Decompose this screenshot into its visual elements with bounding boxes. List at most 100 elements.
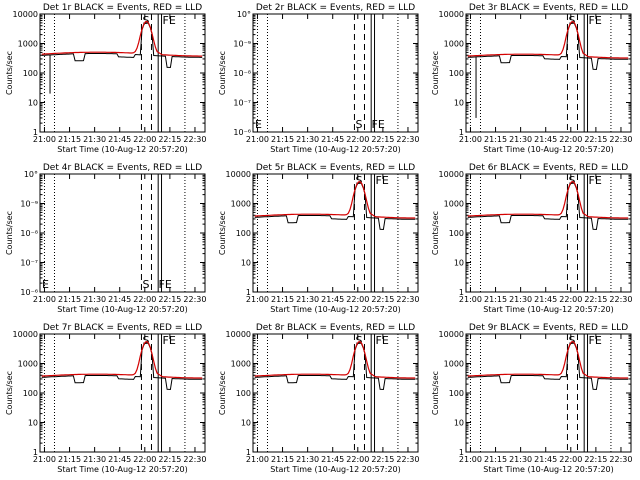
x-tick-label: 21:45 xyxy=(534,295,557,304)
y-tick-label: 100 xyxy=(23,69,38,78)
x-tick-label: 21:45 xyxy=(534,455,557,464)
y-tick-label: 10000 xyxy=(439,330,464,339)
y-tick-label: 1000 xyxy=(444,360,464,369)
x-tick-label: 21:45 xyxy=(321,455,344,464)
marker-label-fe: FE xyxy=(163,14,176,27)
panel-title: Det 9r BLACK = Events, RED = LLD xyxy=(469,323,628,333)
y-tick-label: 100 xyxy=(236,229,251,238)
x-axis-label: Start Time (10-Aug-12 20:57:20) xyxy=(270,145,401,154)
y-axis-label: Counts/sec xyxy=(431,371,440,415)
y-tick-label: 1 xyxy=(459,288,464,297)
y-axis-label: Counts/sec xyxy=(5,211,14,255)
panel-title: Det 4r BLACK = Events, RED = LLD xyxy=(43,163,202,173)
y-tick-label: 10° xyxy=(24,170,38,179)
lld-curve xyxy=(41,20,203,57)
lld-curve xyxy=(467,340,629,379)
y-tick-label: 10 xyxy=(454,99,464,108)
marker-label-s: S xyxy=(142,14,149,27)
x-tick-label: 22:15 xyxy=(584,455,607,464)
x-tick-label: 21:30 xyxy=(509,135,532,144)
lld-curve xyxy=(467,20,629,59)
y-tick-label: 10000 xyxy=(226,330,251,339)
y-tick-label: 10⁻⁷ xyxy=(20,259,38,268)
y-tick-label: 1000 xyxy=(18,40,38,49)
y-tick-label: 10000 xyxy=(13,10,38,19)
marker-label-s: S xyxy=(568,334,575,347)
x-tick-label: 21:00 xyxy=(246,295,269,304)
x-tick-label: 21:00 xyxy=(246,455,269,464)
y-tick-label: 1000 xyxy=(444,200,464,209)
x-axis-label: Start Time (10-Aug-12 20:57:20) xyxy=(57,305,188,314)
marker-label-fe: FE xyxy=(159,278,172,291)
x-tick-label: 22:00 xyxy=(133,135,156,144)
x-tick-label: 22:30 xyxy=(396,455,419,464)
events-curve xyxy=(254,341,416,391)
lld-curve xyxy=(467,180,629,219)
y-axis-label: Counts/sec xyxy=(431,51,440,95)
x-tick-label: 21:15 xyxy=(58,295,81,304)
y-tick-label: 10⁻⁹ xyxy=(233,40,251,49)
marker-label-fe: FE xyxy=(589,334,602,347)
x-tick-label: 22:00 xyxy=(133,295,156,304)
events-curve xyxy=(467,21,629,71)
y-tick-label: 1000 xyxy=(231,360,251,369)
y-tick-label: 1 xyxy=(246,448,251,457)
plot-frame xyxy=(252,13,419,133)
y-axis-label: Counts/sec xyxy=(218,211,227,255)
plot-frame xyxy=(252,333,419,453)
x-tick-label: 21:30 xyxy=(83,455,106,464)
x-tick-label: 21:45 xyxy=(108,455,131,464)
marker-label-fe: FE xyxy=(589,14,602,27)
panel-title: Det 3r BLACK = Events, RED = LLD xyxy=(469,3,628,13)
x-tick-label: 22:00 xyxy=(133,455,156,464)
y-tick-label: 1000 xyxy=(18,360,38,369)
marker-label-fe: FE xyxy=(376,334,389,347)
marker-label-s: S xyxy=(142,334,149,347)
marker-label-e: E xyxy=(255,118,262,131)
x-tick-label: 21:15 xyxy=(484,455,507,464)
x-tick-label: 21:00 xyxy=(459,455,482,464)
y-tick-label: 10⁻⁶ xyxy=(20,288,38,297)
x-tick-label: 22:15 xyxy=(584,135,607,144)
x-tick-label: 21:30 xyxy=(83,135,106,144)
marker-label-s: S xyxy=(355,174,362,187)
lld-curve xyxy=(41,340,203,379)
marker-label-fe: FE xyxy=(163,334,176,347)
x-tick-label: 22:00 xyxy=(346,295,369,304)
panel-title: Det 1r BLACK = Events, RED = LLD xyxy=(43,3,202,13)
x-axis-label: Start Time (10-Aug-12 20:57:20) xyxy=(483,465,614,474)
x-tick-label: 22:30 xyxy=(183,455,206,464)
y-tick-label: 10 xyxy=(454,419,464,428)
x-tick-label: 22:15 xyxy=(371,295,394,304)
y-axis-label: Counts/sec xyxy=(5,371,14,415)
x-tick-label: 21:15 xyxy=(271,455,294,464)
marker-label-fe: FE xyxy=(376,174,389,187)
x-tick-label: 22:15 xyxy=(584,295,607,304)
events-curve xyxy=(41,341,203,391)
marker-label-fe: FE xyxy=(372,118,385,131)
marker-label-e: E xyxy=(42,278,49,291)
y-tick-label: 100 xyxy=(23,389,38,398)
y-tick-label: 10° xyxy=(237,10,251,19)
marker-label-s: S xyxy=(568,14,575,27)
y-tick-label: 1 xyxy=(33,448,38,457)
x-tick-label: 21:30 xyxy=(296,295,319,304)
x-tick-label: 22:00 xyxy=(559,135,582,144)
marker-label-s: S xyxy=(568,174,575,187)
y-tick-label: 10 xyxy=(241,419,251,428)
x-tick-label: 21:30 xyxy=(509,455,532,464)
y-tick-label: 1000 xyxy=(444,40,464,49)
x-tick-label: 22:30 xyxy=(609,455,632,464)
panel-title: Det 2r BLACK = Events, RED = LLD xyxy=(256,3,415,13)
panel-title: Det 7r BLACK = Events, RED = LLD xyxy=(43,323,202,333)
marker-label-s: S xyxy=(355,334,362,347)
lld-curve xyxy=(254,180,416,219)
plot-frame xyxy=(465,333,632,453)
y-tick-label: 10⁻⁹ xyxy=(20,200,38,209)
